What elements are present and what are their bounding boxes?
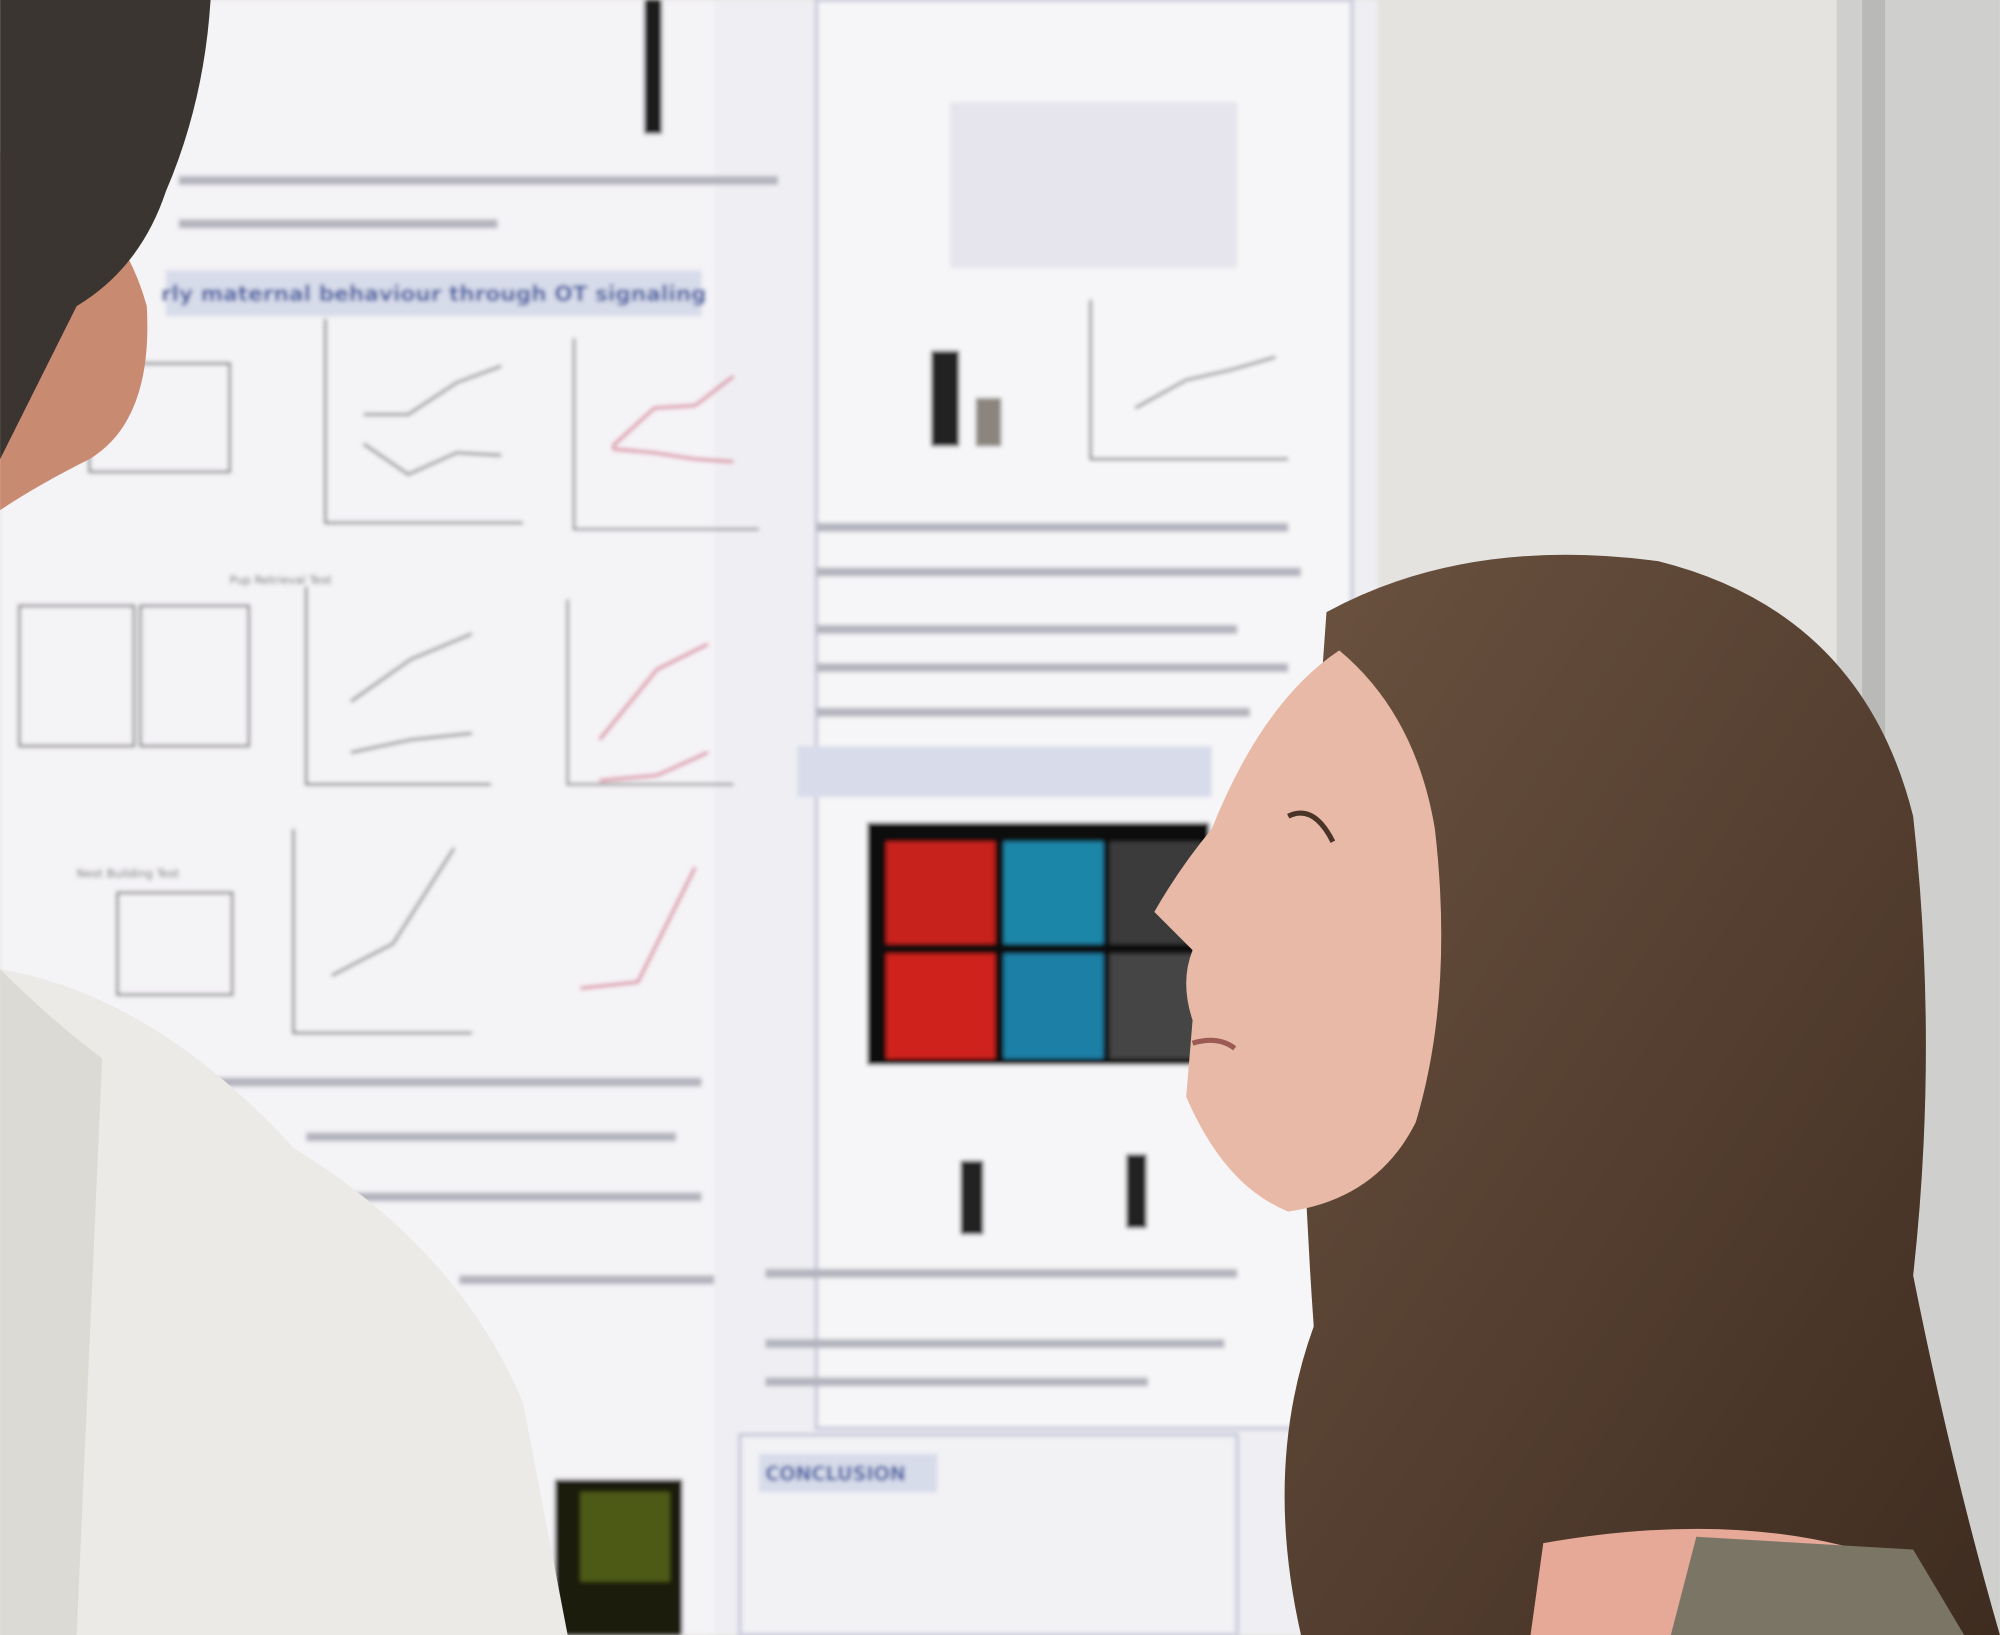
panel-label: Pup Retrieval Test [230,573,333,587]
axis [566,599,734,786]
text-line [816,624,1238,634]
curve [363,364,502,416]
bar [931,350,960,447]
curve [350,732,473,754]
hair [0,0,211,460]
axis [1089,299,1289,461]
axis [572,337,759,531]
curve [599,751,709,782]
micrograph-red [886,841,995,944]
heading-band [758,1453,938,1493]
curve [331,847,456,977]
curve [612,447,734,463]
box-sketch [17,604,136,748]
micrograph-red [886,953,995,1059]
text-line [165,1077,702,1087]
bar [975,397,1002,447]
micrograph-gray [1109,953,1202,1059]
text-line [816,567,1301,577]
curve [362,442,502,476]
shirt-shadow [0,969,103,1635]
section-heading: rly maternal behaviour through OT signal… [161,282,707,307]
shirt [0,969,568,1635]
text-line [765,1339,1225,1349]
panel-label: Nest Building Test [77,866,180,880]
bar [960,1160,984,1235]
text-line [765,1268,1238,1278]
red-chart-sketches [566,337,759,990]
text-line [178,175,779,185]
heading-band [165,270,702,317]
curve [580,866,697,990]
text-line [816,707,1250,717]
text-line [306,1132,677,1142]
curve [611,375,735,448]
woman [1154,554,2000,1635]
text-line [765,1377,1148,1387]
curve [1134,355,1276,410]
axis [292,828,473,1035]
axis [324,318,524,525]
text-line [318,1192,702,1202]
curve [350,632,473,703]
mouth [1191,1037,1237,1051]
box-sketch [139,604,251,748]
micrograph-blue [1003,953,1104,1059]
curve [598,642,709,741]
heading-band [797,746,1212,798]
man [0,0,568,1635]
micrograph-blue [1003,841,1104,944]
top-strap [1670,1536,1965,1635]
hair [1284,554,2000,1635]
box-sketch [116,891,234,997]
text-line [816,522,1289,532]
text-lines [165,175,1301,1387]
micrograph-green [580,1492,670,1582]
text-line [178,219,498,229]
bar [1126,1154,1147,1229]
bar [644,0,663,134]
axis [304,586,492,786]
chart-sketches [17,299,1289,1035]
face [1154,650,1442,1212]
eye [1287,810,1336,843]
text-line [816,663,1289,673]
conclusion-heading: CONCLUSION [765,1463,906,1486]
text-line [459,1275,715,1285]
schematic [950,102,1238,268]
